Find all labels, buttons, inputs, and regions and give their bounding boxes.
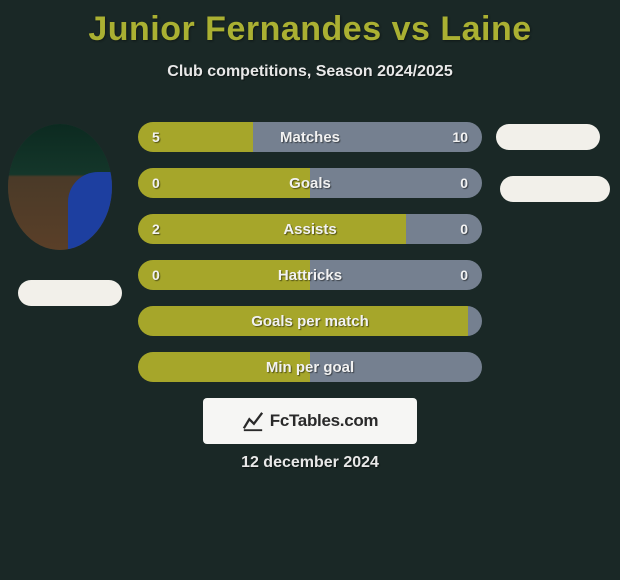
bar-value-player1: 5 <box>152 129 160 145</box>
bar-segment-player2 <box>310 168 482 198</box>
logo-box: FcTables.com <box>203 398 417 444</box>
player1-photo-placeholder <box>8 124 112 250</box>
bar-label: Assists <box>283 221 336 238</box>
page-title: Junior Fernandes vs Laine <box>0 0 620 49</box>
logo-text: FcTables.com <box>270 411 379 431</box>
bar-label: Goals <box>289 175 331 192</box>
chart-icon <box>242 410 264 432</box>
bar-row: Matches 5 10 <box>138 122 482 152</box>
bar-label: Min per goal <box>266 359 354 376</box>
bar-row: Assists 2 0 <box>138 214 482 244</box>
player1-photo <box>8 124 112 250</box>
bar-value-player1: 2 <box>152 221 160 237</box>
bar-row: Goals 0 0 <box>138 168 482 198</box>
bar-segment-player2 <box>468 306 482 336</box>
bar-value-player1: 0 <box>152 175 160 191</box>
bar-row: Goals per match <box>138 306 482 336</box>
bar-row: Hattricks 0 0 <box>138 260 482 290</box>
bar-value-player1: 0 <box>152 267 160 283</box>
player2-name-pill-1 <box>496 124 600 150</box>
subtitle: Club competitions, Season 2024/2025 <box>0 63 620 81</box>
date-text: 12 december 2024 <box>0 454 620 472</box>
bar-value-player2: 0 <box>460 267 468 283</box>
comparison-chart: Matches510Goals00Assists20Hattricks00Goa… <box>138 122 482 398</box>
bar-segment-player1 <box>138 214 406 244</box>
bar-value-player2: 0 <box>460 221 468 237</box>
bar-label: Goals per match <box>251 313 369 330</box>
bar-segment-player1 <box>138 168 310 198</box>
player1-name-pill <box>18 280 122 306</box>
bar-row: Min per goal <box>138 352 482 382</box>
bar-value-player2: 0 <box>460 175 468 191</box>
player2-name-pill-2 <box>500 176 610 202</box>
bar-label: Matches <box>280 129 340 146</box>
bar-label: Hattricks <box>278 267 342 284</box>
bar-value-player2: 10 <box>452 129 468 145</box>
bar-segment-player2 <box>406 214 482 244</box>
